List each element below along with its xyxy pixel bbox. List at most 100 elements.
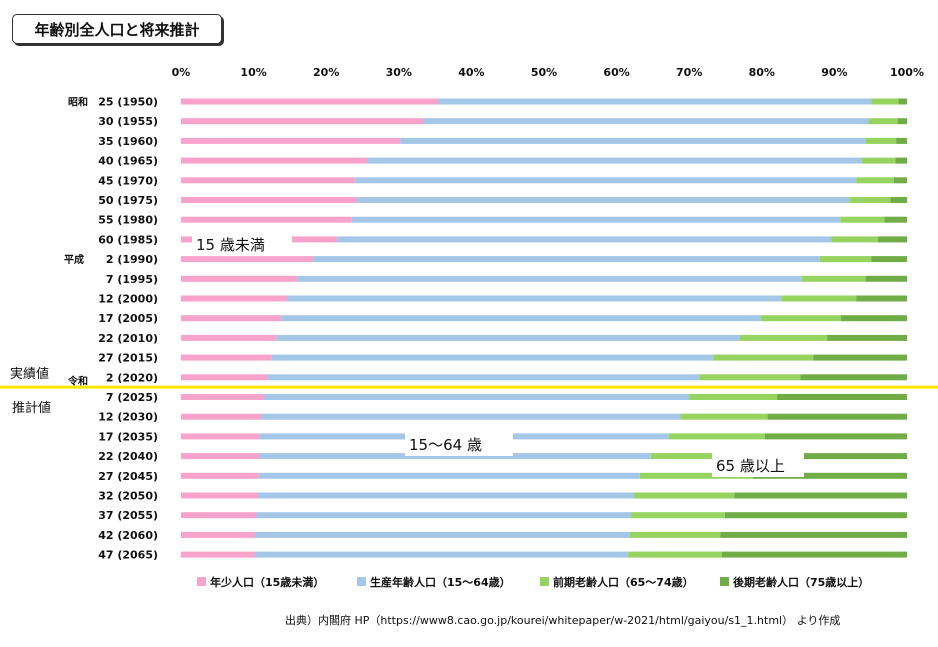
x-tick-label: 70%	[676, 66, 702, 79]
y-tick-label: 12 (2000)	[98, 293, 158, 306]
bar-segment-youth	[181, 315, 282, 322]
bar-segment-early_elderly	[865, 137, 897, 144]
bar-segment-youth	[181, 492, 258, 499]
bar-segment-late_elderly	[764, 433, 907, 440]
x-tick-label: 0%	[172, 66, 191, 79]
y-tick-label: 27 (2045)	[98, 470, 158, 483]
bar-segment-working	[355, 177, 857, 184]
bar-segment-youth	[181, 472, 259, 479]
x-tick-label: 100%	[890, 66, 924, 79]
series-annotation-label: 65 歳以上	[716, 457, 785, 475]
bar-segment-youth	[181, 118, 424, 125]
bar-segment-early_elderly	[761, 315, 841, 322]
bar-segment-late_elderly	[840, 315, 907, 322]
bar-segment-youth	[181, 354, 272, 361]
y-tick-label: 25 (1950)	[98, 96, 158, 109]
bar-segment-late_elderly	[753, 453, 907, 460]
bar-segment-early_elderly	[781, 295, 857, 302]
bar-segment-working	[286, 295, 782, 302]
bar-segment-working	[297, 275, 802, 282]
x-tick-label: 40%	[458, 66, 484, 79]
y-tick-label: 42 (2060)	[98, 529, 158, 542]
bar-segment-late_elderly	[734, 492, 907, 499]
bar-segment-working	[438, 98, 872, 105]
era-label: 平成	[64, 253, 84, 266]
bar-segment-working	[271, 354, 714, 361]
bar-segment-working	[264, 394, 690, 400]
bar-segment-early_elderly	[629, 531, 721, 538]
bar-segment-early_elderly	[856, 177, 894, 184]
bar-segment-late_elderly	[877, 236, 907, 243]
y-tick-label: 27 (2015)	[98, 352, 158, 365]
bar-segment-early_elderly	[689, 394, 778, 400]
bar-segment-working	[255, 531, 630, 538]
bar-segment-late_elderly	[895, 157, 907, 164]
bar-segment-youth	[181, 275, 298, 282]
bar-segment-early_elderly	[639, 472, 754, 479]
bar-segment-working	[255, 551, 629, 558]
bar-segment-late_elderly	[721, 551, 907, 558]
bar-segment-late_elderly	[871, 256, 907, 263]
bar-segment-working	[257, 492, 635, 499]
bar-segment-working	[261, 413, 681, 420]
bar-segment-youth	[181, 98, 439, 105]
bar-segment-youth	[181, 137, 401, 144]
legend-swatch-youth	[197, 577, 206, 586]
bar-segment-youth	[181, 157, 368, 164]
bar-segment-working	[276, 334, 741, 341]
bar-segment-working	[267, 374, 700, 381]
x-tick-label: 10%	[240, 66, 266, 79]
series-annotation-label: 15 歳未満	[196, 236, 265, 254]
bar-segment-early_elderly	[713, 354, 814, 361]
bar-segment-early_elderly	[801, 275, 866, 282]
legend-label-late_elderly: 後期老齢人口（75歳以上）	[733, 575, 869, 589]
bar-segment-early_elderly	[871, 98, 899, 105]
y-tick-label: 30 (1955)	[98, 115, 158, 128]
y-tick-label: 45 (1970)	[98, 174, 158, 187]
bar-segment-youth	[181, 531, 256, 538]
bar-segment-youth	[181, 551, 256, 558]
y-tick-label: 55 (1980)	[98, 214, 158, 227]
bar-segment-youth	[181, 295, 287, 302]
era-label: 令和	[67, 374, 88, 387]
bar-segment-youth	[181, 413, 262, 420]
bar-segment-youth	[181, 177, 356, 184]
bar-segment-early_elderly	[740, 334, 828, 341]
bar-segment-youth	[181, 394, 265, 400]
bar-segment-working	[423, 118, 869, 125]
bar-segment-working	[256, 512, 632, 519]
bar-segment-working	[367, 157, 862, 164]
bar-segment-late_elderly	[724, 512, 907, 519]
legend-swatch-late_elderly	[720, 577, 729, 586]
bar-segment-youth	[181, 197, 358, 203]
bar-segment-youth	[181, 334, 277, 341]
series-annotation-label: 15〜64 歳	[409, 436, 482, 454]
bar-segment-late_elderly	[767, 413, 907, 420]
bar-segment-late_elderly	[720, 531, 907, 538]
bar-segment-youth	[181, 256, 314, 263]
bar-segment-early_elderly	[699, 374, 801, 381]
y-tick-label: 60 (1985)	[98, 233, 158, 246]
bar-segment-late_elderly	[884, 216, 907, 223]
bar-segment-youth	[181, 374, 268, 381]
bar-segment-early_elderly	[819, 256, 872, 263]
chart-title: 年齢別全人口と将来推計	[12, 14, 222, 44]
bar-segment-early_elderly	[831, 236, 878, 243]
bar-segment-late_elderly	[856, 295, 907, 302]
bar-segment-working	[400, 137, 866, 144]
y-tick-label: 12 (2030)	[98, 411, 158, 424]
projected-values-label: 推計値	[12, 400, 51, 416]
x-tick-label: 30%	[386, 66, 412, 79]
bar-segment-early_elderly	[634, 492, 735, 499]
bar-segment-late_elderly	[753, 472, 907, 479]
y-tick-label: 47 (2065)	[98, 549, 158, 562]
x-tick-label: 90%	[821, 66, 847, 79]
bar-segment-working	[357, 197, 850, 203]
y-tick-label: 50 (1975)	[98, 194, 158, 207]
x-tick-label: 60%	[603, 66, 629, 79]
x-tick-label: 50%	[531, 66, 557, 79]
y-tick-label: 35 (1960)	[98, 135, 158, 148]
bar-segment-late_elderly	[800, 374, 907, 381]
legend-label-early_elderly: 前期老齢人口（65〜74歳）	[553, 575, 694, 589]
y-tick-label: 17 (2035)	[98, 430, 158, 443]
